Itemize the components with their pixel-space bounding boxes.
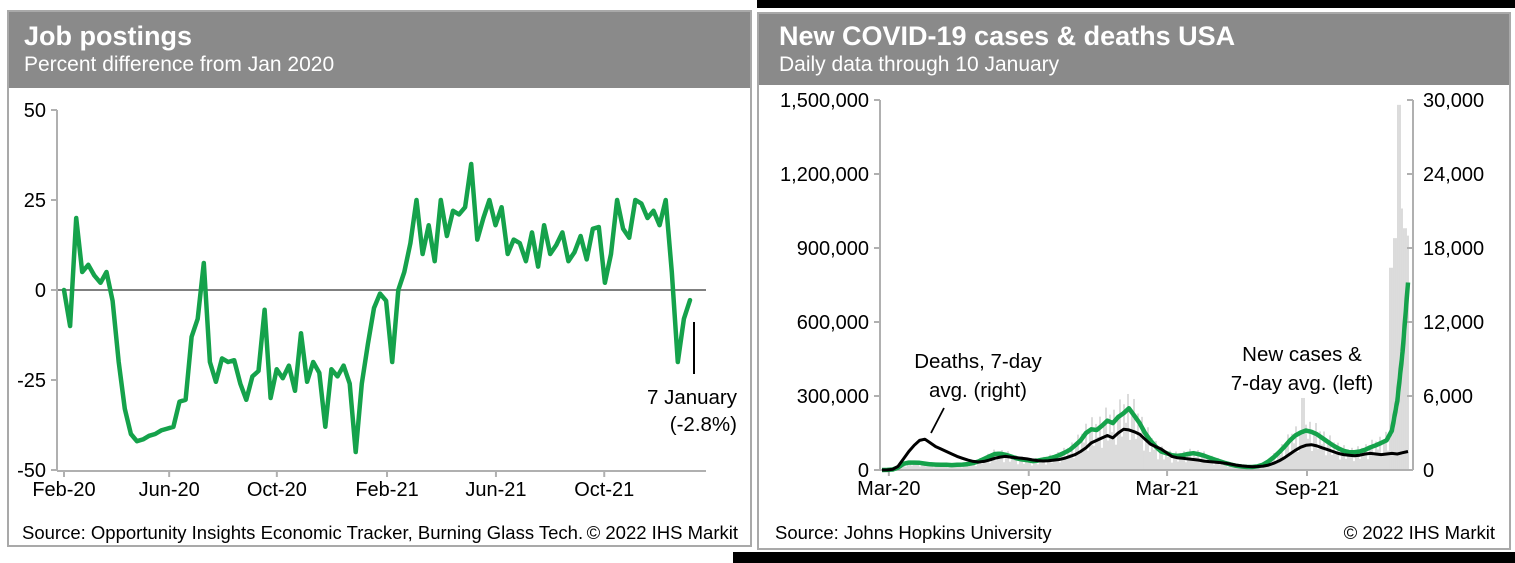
- job-postings-title: Job postings: [24, 21, 192, 51]
- job-postings-annotation: 7 January (-2.8%): [530, 384, 737, 438]
- deaths-annotation: Deaths, 7-day avg. (right): [878, 347, 1078, 405]
- covid-source: Source: Johns Hopkins University: [775, 522, 1052, 543]
- covid-title: New COVID-19 cases & deaths USA: [779, 21, 1236, 51]
- new-cases-annotation-line1: New cases &: [1242, 343, 1362, 366]
- deaths-annotation-line2: avg. (right): [929, 379, 1027, 402]
- bottom-black-bar: [733, 552, 1515, 563]
- job-postings-copyright: © 2022 IHS Markit: [586, 522, 738, 543]
- new-cases-annotation: New cases & 7-day avg. (left): [1202, 340, 1402, 398]
- deaths-annotation-line1: Deaths, 7-day: [914, 350, 1042, 373]
- job-postings-subtitle: Percent difference from Jan 2020: [24, 53, 335, 76]
- annotation-date: 7 January: [646, 386, 737, 409]
- covid-header: New COVID-19 cases & deaths USA Daily da…: [759, 14, 1509, 85]
- covid-subtitle: Daily data through 10 January: [779, 53, 1060, 76]
- job-postings-footer: Source: Opportunity Insights Economic Tr…: [22, 522, 738, 546]
- covid-panel: New COVID-19 cases & deaths USA Daily da…: [757, 12, 1511, 550]
- new-cases-annotation-line2: 7-day avg. (left): [1230, 372, 1374, 395]
- job-postings-panel: Job postings Percent difference from Jan…: [7, 10, 752, 547]
- top-black-bar: [757, 0, 1515, 8]
- annotation-value: (-2.8%): [669, 413, 737, 436]
- job-postings-source: Source: Opportunity Insights Economic Tr…: [22, 522, 584, 543]
- job-postings-header: Job postings Percent difference from Jan…: [9, 12, 750, 88]
- covid-footer: Source: Johns Hopkins University © 2022 …: [775, 522, 1495, 546]
- covid-copyright: © 2022 IHS Markit: [1343, 522, 1495, 543]
